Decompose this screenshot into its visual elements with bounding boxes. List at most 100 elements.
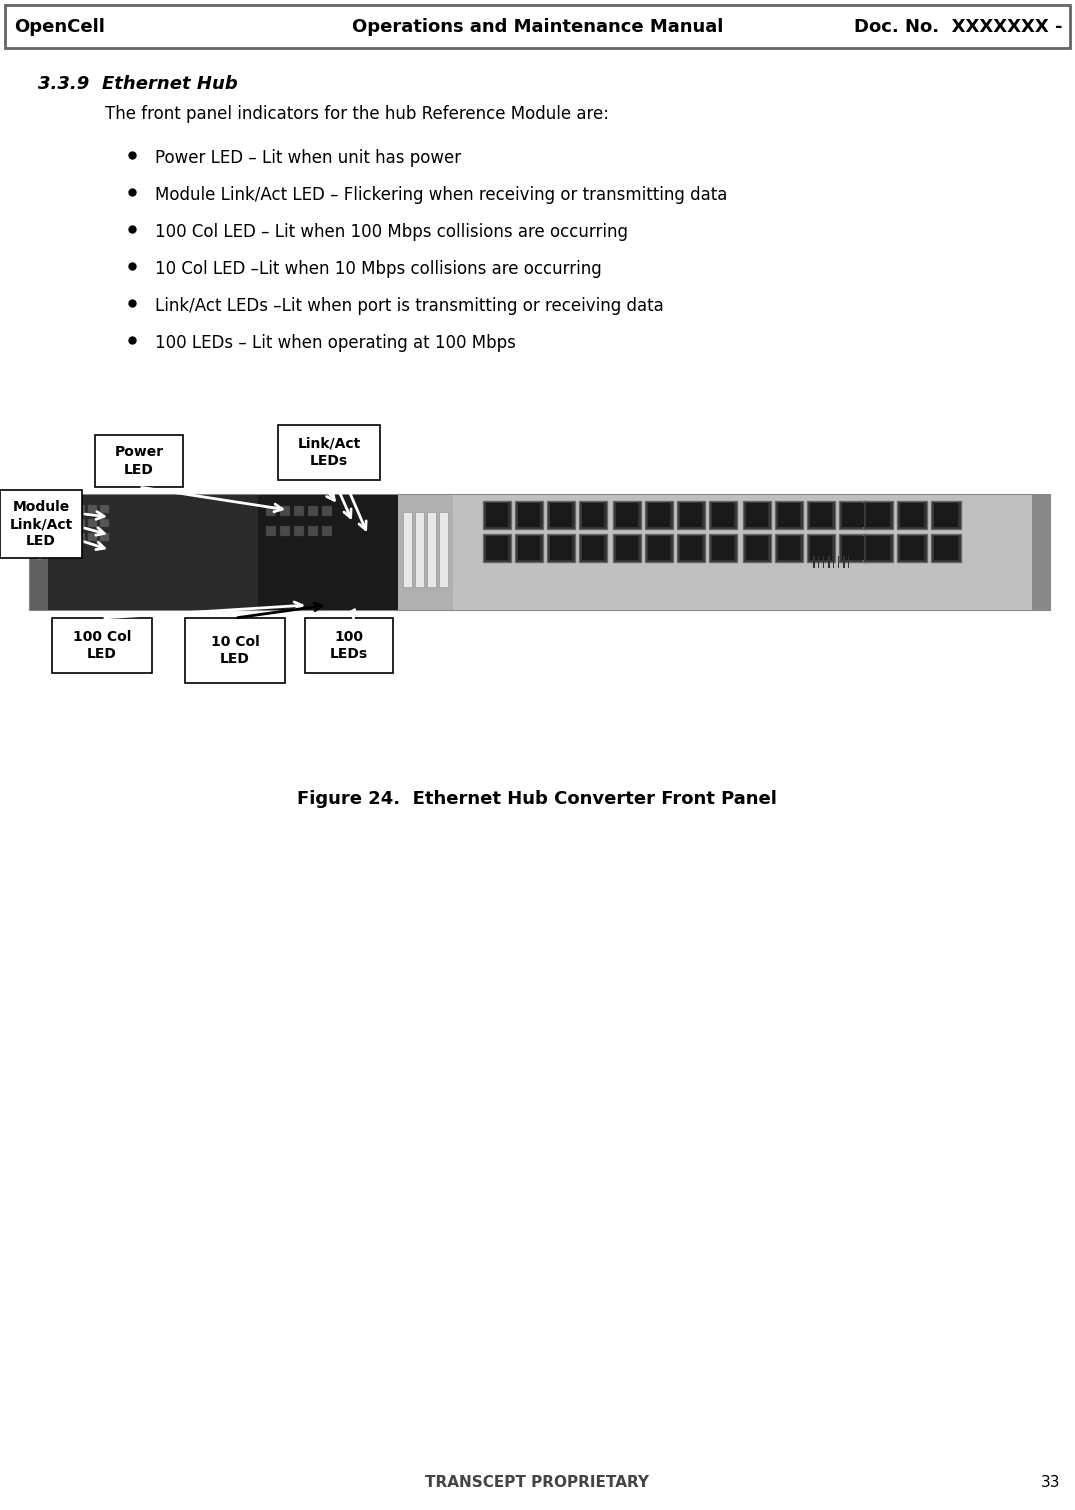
- Bar: [775, 535, 803, 562]
- Bar: [648, 503, 670, 527]
- Bar: [280, 525, 290, 536]
- Bar: [897, 535, 927, 562]
- Bar: [712, 536, 734, 560]
- Bar: [579, 501, 607, 528]
- Bar: [293, 525, 304, 536]
- Text: 100
LEDs: 100 LEDs: [330, 630, 368, 661]
- Bar: [866, 503, 890, 527]
- Bar: [743, 535, 771, 562]
- Text: OpenCell: OpenCell: [14, 18, 105, 36]
- Bar: [547, 501, 575, 528]
- Bar: [88, 533, 97, 541]
- Bar: [746, 536, 768, 560]
- Bar: [677, 535, 705, 562]
- Bar: [863, 501, 893, 528]
- Text: 10 Col LED –Lit when 10 Mbps collisions are occurring: 10 Col LED –Lit when 10 Mbps collisions …: [155, 260, 602, 278]
- Bar: [515, 501, 543, 528]
- Bar: [64, 504, 73, 513]
- Bar: [680, 503, 702, 527]
- Bar: [809, 536, 832, 560]
- Text: 33: 33: [1041, 1475, 1060, 1490]
- Bar: [30, 495, 48, 610]
- Bar: [616, 503, 637, 527]
- Bar: [403, 512, 412, 587]
- Bar: [842, 503, 864, 527]
- Bar: [48, 495, 258, 610]
- Bar: [645, 501, 673, 528]
- Bar: [309, 525, 318, 536]
- Bar: [266, 506, 276, 516]
- Text: Doc. No.  XXXXXXX -: Doc. No. XXXXXXX -: [854, 18, 1062, 36]
- Bar: [710, 535, 737, 562]
- Text: Power
LED: Power LED: [114, 445, 163, 477]
- Bar: [838, 501, 868, 528]
- Bar: [5, 5, 1070, 48]
- Text: The front panel indicators for the hub Reference Module are:: The front panel indicators for the hub R…: [105, 106, 610, 122]
- Bar: [185, 618, 285, 683]
- Bar: [95, 435, 183, 488]
- Bar: [486, 503, 508, 527]
- Text: Link/Act LEDs –Lit when port is transmitting or receiving data: Link/Act LEDs –Lit when port is transmit…: [155, 297, 663, 316]
- Bar: [712, 503, 734, 527]
- Bar: [550, 503, 572, 527]
- Bar: [76, 504, 85, 513]
- Bar: [266, 525, 276, 536]
- Bar: [52, 618, 152, 673]
- Bar: [900, 536, 924, 560]
- Bar: [807, 501, 835, 528]
- Bar: [680, 536, 702, 560]
- Bar: [88, 519, 97, 527]
- Bar: [0, 491, 82, 559]
- Bar: [100, 533, 109, 541]
- Bar: [518, 503, 540, 527]
- Text: Module Link/Act LED – Flickering when receiving or transmitting data: Module Link/Act LED – Flickering when re…: [155, 186, 728, 204]
- Bar: [453, 495, 1050, 610]
- Bar: [100, 504, 109, 513]
- Text: Figure 24.  Ethernet Hub Converter Front Panel: Figure 24. Ethernet Hub Converter Front …: [297, 790, 777, 808]
- Text: Ethernet Hub: Ethernet Hub: [102, 76, 238, 94]
- Bar: [30, 495, 1050, 610]
- Bar: [775, 501, 803, 528]
- Bar: [64, 519, 73, 527]
- Bar: [579, 535, 607, 562]
- Bar: [710, 501, 737, 528]
- Bar: [398, 495, 453, 610]
- Bar: [258, 495, 398, 610]
- Bar: [439, 512, 448, 587]
- Bar: [550, 536, 572, 560]
- Bar: [278, 424, 379, 480]
- Bar: [100, 519, 109, 527]
- Bar: [897, 501, 927, 528]
- Text: 100 Col LED – Lit when 100 Mbps collisions are occurring: 100 Col LED – Lit when 100 Mbps collisio…: [155, 223, 628, 242]
- Bar: [616, 536, 637, 560]
- Bar: [582, 503, 604, 527]
- Bar: [547, 535, 575, 562]
- Bar: [778, 536, 800, 560]
- Bar: [415, 512, 424, 587]
- Bar: [931, 501, 961, 528]
- Bar: [52, 533, 61, 541]
- Bar: [322, 525, 332, 536]
- Bar: [934, 503, 958, 527]
- Bar: [582, 536, 604, 560]
- Bar: [863, 535, 893, 562]
- Bar: [843, 556, 845, 568]
- Bar: [52, 519, 61, 527]
- Bar: [483, 501, 511, 528]
- Bar: [838, 535, 868, 562]
- Text: 10 Col
LED: 10 Col LED: [211, 634, 259, 666]
- Bar: [518, 536, 540, 560]
- Text: Operations and Maintenance Manual: Operations and Maintenance Manual: [353, 18, 723, 36]
- Bar: [483, 535, 511, 562]
- Bar: [280, 506, 290, 516]
- Bar: [931, 535, 961, 562]
- Bar: [900, 503, 924, 527]
- Text: 3.3.9: 3.3.9: [38, 76, 89, 94]
- Text: Link/Act
LEDs: Link/Act LEDs: [298, 436, 360, 468]
- Bar: [842, 536, 864, 560]
- Bar: [322, 506, 332, 516]
- Text: TRANSCEPT PROPRIETARY: TRANSCEPT PROPRIETARY: [425, 1475, 649, 1490]
- Bar: [807, 535, 835, 562]
- Bar: [677, 501, 705, 528]
- Bar: [866, 536, 890, 560]
